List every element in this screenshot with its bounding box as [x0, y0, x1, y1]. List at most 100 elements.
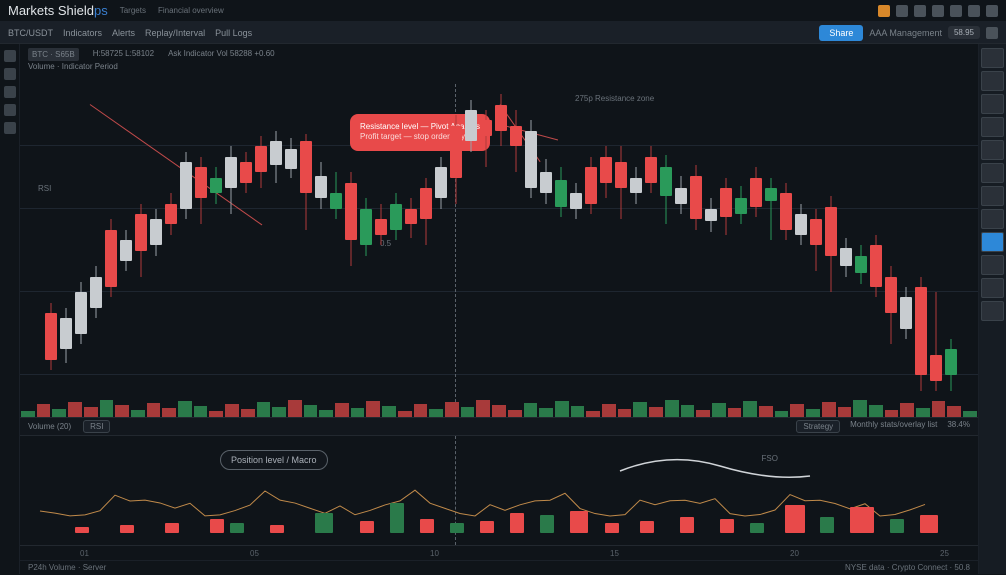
- candle: [360, 84, 372, 417]
- replay-button[interactable]: Replay/Interval: [145, 28, 205, 38]
- cursor-tool-icon[interactable]: [4, 50, 16, 62]
- divider-tag[interactable]: RSI: [83, 420, 110, 433]
- status-bar: P24h Volume · Server NYSE data · Crypto …: [20, 560, 978, 574]
- candle: [735, 84, 747, 417]
- time-tick: 15: [610, 549, 619, 558]
- toolbar-icon-6[interactable]: [986, 5, 998, 17]
- shape-tool-icon[interactable]: [4, 104, 16, 116]
- candle: [780, 84, 792, 417]
- candle: [270, 84, 282, 417]
- indicator-bar: [570, 511, 588, 533]
- volume-strip: [20, 399, 978, 417]
- time-tick: 10: [430, 549, 439, 558]
- orderbook-icon[interactable]: [981, 232, 1004, 252]
- dom-icon[interactable]: [981, 255, 1004, 275]
- topbar-sub2: Financial overview: [158, 6, 224, 15]
- indicator-bar: [680, 517, 694, 533]
- indicator-bar: [820, 517, 834, 533]
- time-tick: 05: [250, 549, 259, 558]
- toolbar-icon-5[interactable]: [968, 5, 980, 17]
- candle: [75, 84, 87, 417]
- candle: [705, 84, 717, 417]
- candle: [660, 84, 672, 417]
- account-info[interactable]: AAA Management: [869, 28, 942, 38]
- candle: [105, 84, 117, 417]
- share-button[interactable]: Share: [819, 25, 863, 41]
- logs-button[interactable]: Pull Logs: [215, 28, 252, 38]
- candle: [135, 84, 147, 417]
- candle: [915, 84, 927, 417]
- candle: [585, 84, 597, 417]
- candle: [555, 84, 567, 417]
- alerts-panel-icon[interactable]: [981, 71, 1004, 91]
- panel-divider: Volume (20) RSI Strategy Monthly stats/o…: [20, 418, 978, 436]
- watchlist-icon[interactable]: [981, 48, 1004, 68]
- chart-legend: BTC · S65B H:58725 L:58102 Ask Indicator…: [20, 44, 978, 84]
- indicators-button[interactable]: Indicators: [63, 28, 102, 38]
- candle: [615, 84, 627, 417]
- candle: [420, 84, 432, 417]
- candle: [120, 84, 132, 417]
- candle: [570, 84, 582, 417]
- toolbar-icon-1[interactable]: [896, 5, 908, 17]
- legend-line2: Volume · Indicator Period: [28, 61, 970, 72]
- candle: [810, 84, 822, 417]
- candle: [855, 84, 867, 417]
- candle: [240, 84, 252, 417]
- toolbar-icon-3[interactable]: [932, 5, 944, 17]
- ideas-icon[interactable]: [981, 163, 1004, 183]
- topbar-sub1[interactable]: Targets: [120, 6, 146, 15]
- candle: [630, 84, 642, 417]
- candle: [435, 84, 447, 417]
- chat-icon[interactable]: [981, 186, 1004, 206]
- candle: [465, 84, 477, 417]
- candle: [255, 84, 267, 417]
- settings-icon[interactable]: [986, 27, 998, 39]
- indicator-bar: [480, 521, 494, 533]
- broker-icon[interactable]: [981, 278, 1004, 298]
- candle: [375, 84, 387, 417]
- candle: [540, 84, 552, 417]
- divider-stats[interactable]: Monthly stats/overlay list: [850, 420, 937, 433]
- calendar-icon[interactable]: [981, 140, 1004, 160]
- candle: [795, 84, 807, 417]
- candle: [480, 84, 492, 417]
- candle: [930, 84, 942, 417]
- fib-tool-icon[interactable]: [4, 86, 16, 98]
- stream-icon[interactable]: [981, 209, 1004, 229]
- legend-symbol[interactable]: BTC · S65B: [28, 48, 79, 61]
- candle: [45, 84, 57, 417]
- candle: [840, 84, 852, 417]
- main-chart[interactable]: Resistance level — Pivot AnalysisProfit …: [20, 84, 978, 418]
- object-tree-icon[interactable]: [981, 301, 1004, 321]
- indicator-bar: [850, 507, 874, 533]
- divider-pct: 38.4%: [947, 420, 970, 433]
- indicator-bar: [210, 519, 224, 533]
- divider-strategy[interactable]: Strategy: [796, 420, 840, 433]
- indicator-bar: [230, 523, 244, 533]
- indicator-bar: [920, 515, 938, 533]
- status-left: P24h Volume · Server: [28, 563, 106, 572]
- symbol-selector[interactable]: BTC/USDT: [8, 28, 53, 38]
- toolbar-icon-4[interactable]: [950, 5, 962, 17]
- divider-left[interactable]: Volume (20): [28, 422, 71, 431]
- hotlist-icon[interactable]: [981, 117, 1004, 137]
- candle: [645, 84, 657, 417]
- legend-indicator: Ask Indicator Vol 58288 +0.60: [168, 48, 275, 61]
- line-tool-icon[interactable]: [4, 68, 16, 80]
- candle: [750, 84, 762, 417]
- candle: [495, 84, 507, 417]
- candle: [765, 84, 777, 417]
- news-icon[interactable]: [981, 94, 1004, 114]
- text-tool-icon[interactable]: [4, 122, 16, 134]
- alerts-button[interactable]: Alerts: [112, 28, 135, 38]
- indicator-bar: [450, 523, 464, 533]
- indicator-bar: [360, 521, 374, 533]
- candle: [945, 84, 957, 417]
- candle: [300, 84, 312, 417]
- candle: [675, 84, 687, 417]
- time-tick: 01: [80, 549, 89, 558]
- toolbar-icon-2[interactable]: [914, 5, 926, 17]
- legend-ohlc: H:58725 L:58102: [93, 48, 154, 61]
- indicator-panel[interactable]: Position level / MacroFSO: [20, 436, 978, 546]
